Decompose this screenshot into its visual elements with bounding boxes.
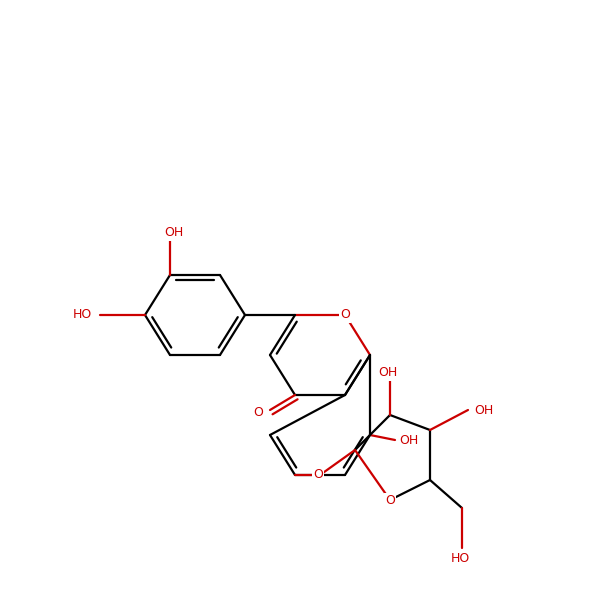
Text: O: O: [385, 493, 395, 506]
Text: OH: OH: [475, 403, 494, 416]
Text: O: O: [253, 406, 263, 419]
Text: O: O: [340, 308, 350, 322]
Text: HO: HO: [451, 551, 470, 565]
Text: OH: OH: [400, 433, 419, 446]
Text: OH: OH: [379, 367, 398, 379]
Text: O: O: [313, 469, 323, 481]
Text: OH: OH: [164, 226, 184, 239]
Text: HO: HO: [73, 308, 92, 322]
